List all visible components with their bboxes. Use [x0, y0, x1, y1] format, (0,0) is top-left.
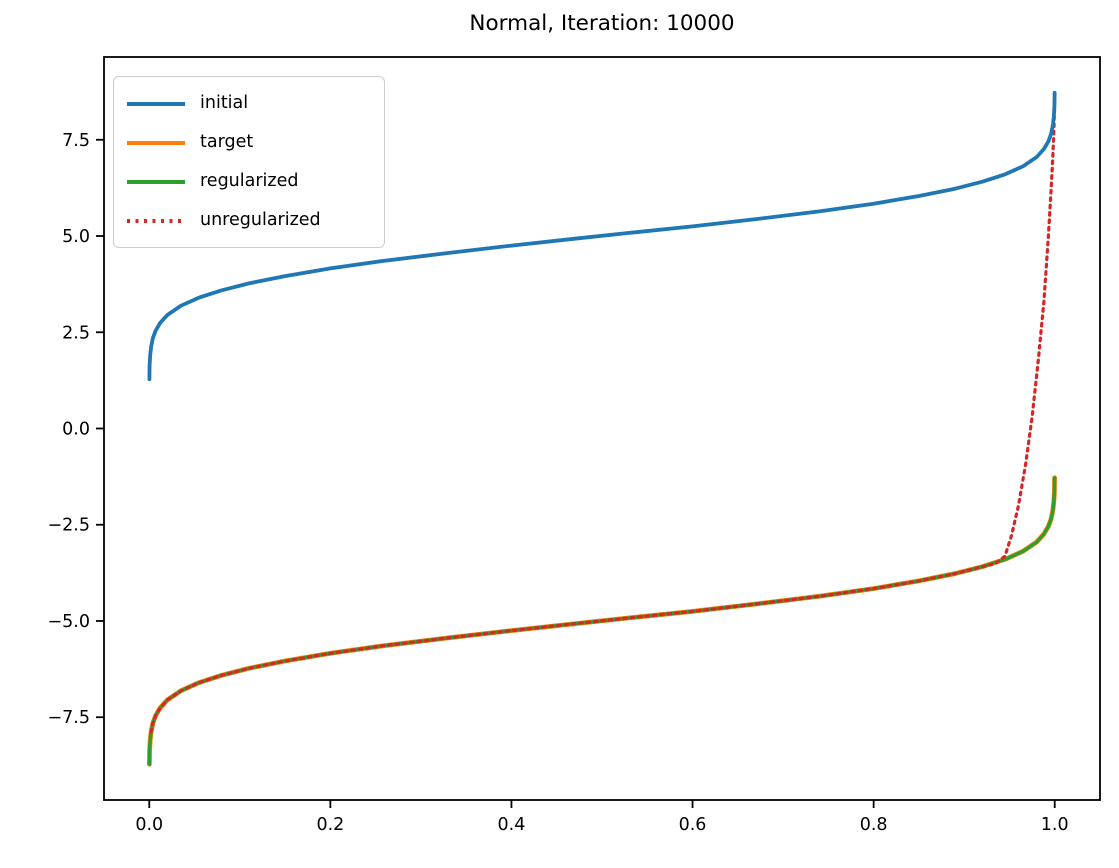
y-tick-label: 5.0 — [62, 227, 90, 247]
legend-label-target: target — [200, 131, 254, 152]
x-tick-label: 0.8 — [860, 815, 888, 835]
y-tick-label: −2.5 — [48, 516, 91, 536]
y-tick-label: 2.5 — [62, 323, 90, 343]
legend-item-initial: initial — [114, 92, 384, 113]
chart-title: Normal, Iteration: 10000 — [469, 11, 735, 36]
legend-line-unregularized-icon — [127, 218, 185, 223]
legend-label-regularized: regularized — [200, 170, 299, 191]
x-tick-label: 0.2 — [316, 815, 344, 835]
y-tick-label: 0.0 — [62, 420, 90, 440]
series-initial-line — [147, 90, 1057, 382]
legend-line-initial-icon — [127, 101, 185, 106]
x-tick-label: 1.0 — [1041, 815, 1069, 835]
x-tick-label: 0.0 — [135, 815, 163, 835]
legend-item-unregularized: unregularized — [114, 209, 384, 230]
y-tick-label: −7.5 — [48, 708, 91, 728]
legend-line-target-icon — [127, 140, 185, 145]
legend-label-initial: initial — [200, 92, 249, 113]
legend-item-target: target — [114, 131, 384, 152]
legend-label-unregularized: unregularized — [200, 209, 321, 230]
series-unregularized-line — [149, 89, 1057, 734]
legend-item-regularized: regularized — [114, 170, 384, 191]
x-tick-label: 0.6 — [679, 815, 707, 835]
y-tick-label: −5.0 — [48, 612, 91, 632]
y-tick-label: 7.5 — [62, 131, 90, 151]
x-tick-label: 0.4 — [498, 815, 526, 835]
legend-line-regularized-icon — [127, 179, 185, 184]
legend: initial target regularized unregularized — [113, 76, 385, 248]
